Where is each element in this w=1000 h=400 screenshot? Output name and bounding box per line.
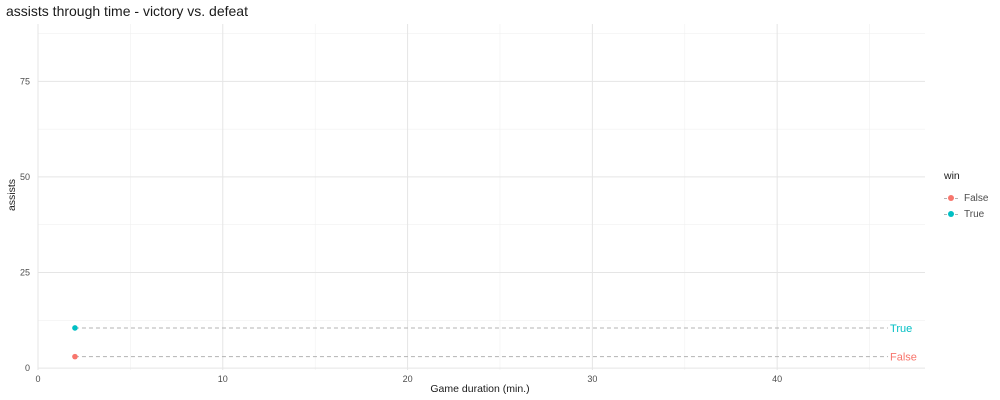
y-tick-label: 50 xyxy=(20,172,30,182)
legend-label-true: True xyxy=(964,209,984,220)
legend: win False True xyxy=(944,170,996,222)
y-tick-label: 75 xyxy=(20,76,30,86)
legend-key-false xyxy=(944,191,958,205)
y-tick-label: 0 xyxy=(25,363,30,373)
legend-item-false: False xyxy=(944,190,996,206)
data-points xyxy=(72,325,78,359)
legend-title: win xyxy=(944,170,996,182)
data-point-true xyxy=(72,325,78,331)
x-tick-label: 40 xyxy=(772,374,782,384)
y-axis-label: assists xyxy=(6,179,18,211)
x-tick-label: 10 xyxy=(218,374,228,384)
end-label-true: True xyxy=(890,323,912,335)
end-labels: False True xyxy=(890,323,917,364)
x-tick-label: 30 xyxy=(587,374,597,384)
x-axis-label: Game duration (min.) xyxy=(430,383,529,395)
data-point-false xyxy=(72,354,78,360)
legend-key-true xyxy=(944,207,958,221)
x-axis-ticks: 0 10 20 30 40 xyxy=(35,374,782,384)
x-tick-label: 20 xyxy=(403,374,413,384)
x-tick-label: 0 xyxy=(35,374,40,384)
grid-minor xyxy=(38,24,925,370)
reference-lines xyxy=(75,328,888,357)
y-tick-label: 25 xyxy=(20,268,30,278)
legend-item-true: True xyxy=(944,206,996,222)
y-axis-ticks: 0 25 50 75 xyxy=(20,76,30,373)
grid-major xyxy=(38,24,925,370)
legend-label-false: False xyxy=(964,193,988,204)
end-label-false: False xyxy=(890,352,917,364)
